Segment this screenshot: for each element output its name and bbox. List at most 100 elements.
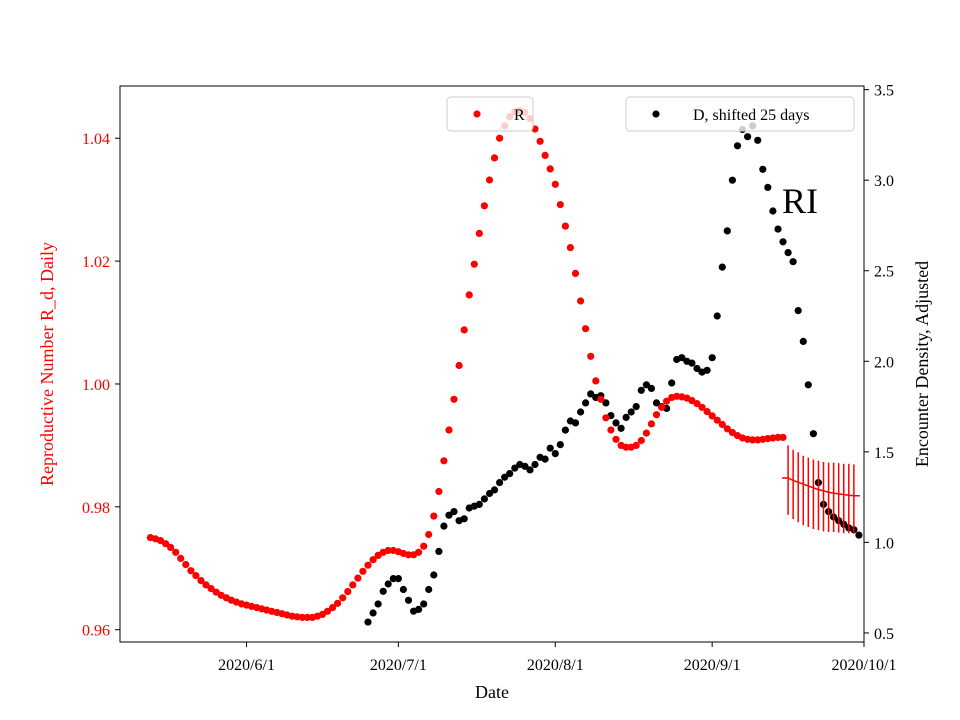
r-point <box>663 397 671 405</box>
d-point <box>668 379 676 387</box>
r-point <box>354 574 362 582</box>
d-point <box>637 386 645 394</box>
r-point <box>607 426 615 434</box>
r-point <box>455 361 463 370</box>
d-point <box>642 381 651 389</box>
r-point <box>435 487 443 496</box>
d-point <box>485 489 494 498</box>
r-point <box>602 414 610 422</box>
legends: R D, shifted 25 days <box>446 96 855 132</box>
legend-r-label: R <box>514 107 525 124</box>
r-point <box>713 416 721 424</box>
y-right-tick-label: 2.0 <box>874 354 894 371</box>
d-point <box>435 547 443 556</box>
x-tick-label: 2020/8/1 <box>527 657 584 674</box>
d-point <box>364 618 372 626</box>
r-estimate-line <box>782 477 860 497</box>
y-right-tick-label: 1.5 <box>874 445 894 462</box>
d-point <box>733 142 742 150</box>
r-point <box>612 435 620 443</box>
r-point <box>652 411 661 419</box>
r-point <box>622 443 630 451</box>
r-point <box>632 441 640 449</box>
r-point <box>339 594 347 602</box>
r-point <box>703 408 711 416</box>
d-point <box>688 359 696 367</box>
r-point <box>774 433 782 441</box>
d-point <box>602 399 610 407</box>
r-point <box>420 542 428 550</box>
d-point <box>430 571 438 579</box>
r-point <box>475 229 483 237</box>
r-point <box>490 154 499 162</box>
d-point <box>415 605 423 614</box>
d-point <box>809 430 818 438</box>
d-point <box>506 470 514 478</box>
r-point <box>470 260 478 268</box>
r-point <box>298 613 306 622</box>
legend-r-box <box>446 96 534 132</box>
r-point <box>658 403 666 411</box>
d-point <box>440 522 448 530</box>
r-point <box>718 420 726 429</box>
r-point <box>187 567 195 575</box>
r-point <box>329 604 337 612</box>
d-point <box>693 364 701 373</box>
r-point <box>779 433 787 441</box>
legend-d-label: D, shifted 25 days <box>693 107 809 124</box>
r-point <box>693 400 701 408</box>
x-axis-label: Date <box>475 682 509 702</box>
r-point <box>546 165 554 173</box>
d-point <box>561 426 570 434</box>
d-point <box>404 596 413 604</box>
r-point <box>303 613 311 622</box>
r-point <box>207 585 215 593</box>
r-point <box>708 412 716 420</box>
d-point <box>490 486 499 494</box>
r-point <box>415 548 423 556</box>
y-right-tick-label: 2.5 <box>874 264 894 281</box>
r-point <box>425 530 433 539</box>
r-point <box>566 244 575 252</box>
legend-d: D, shifted 25 days <box>625 96 855 132</box>
r-point <box>349 581 357 589</box>
y-left-tick-label: 0.96 <box>82 623 110 640</box>
y-axis-left-label: Reproductive Number R_d, Daily <box>37 242 57 486</box>
r-point <box>647 420 656 428</box>
r-point <box>465 291 473 299</box>
d-point <box>713 312 721 320</box>
r-point <box>404 551 413 559</box>
r-point <box>440 457 448 465</box>
r-point <box>192 572 200 580</box>
r-point <box>369 556 377 564</box>
r-point <box>450 395 458 403</box>
r-point <box>323 607 332 615</box>
r-point <box>577 297 585 305</box>
r-point <box>344 588 352 596</box>
r-point <box>571 269 580 277</box>
r-point <box>561 222 570 230</box>
r-point <box>167 543 175 552</box>
x-tick-label: 2020/9/1 <box>684 657 741 674</box>
legend-d-marker <box>652 110 660 118</box>
d-point <box>794 307 802 315</box>
d-point <box>708 354 716 362</box>
d-point <box>789 258 797 266</box>
r-point <box>334 599 342 607</box>
r-point <box>723 425 731 433</box>
r-point <box>536 137 544 145</box>
r-point <box>637 436 645 445</box>
y-right-tick-label: 0.5 <box>874 626 894 643</box>
x-tick-label: 2020/7/1 <box>370 657 427 674</box>
d-point <box>546 444 554 452</box>
d-point <box>420 600 428 608</box>
d-point <box>799 337 807 345</box>
d-point <box>804 381 812 389</box>
d-point <box>374 600 382 608</box>
y-left-tick-label: 1.00 <box>82 377 110 394</box>
annotation-label: RI <box>782 181 818 221</box>
r-point <box>749 436 757 444</box>
r-point <box>587 352 595 360</box>
r-point <box>592 377 600 385</box>
